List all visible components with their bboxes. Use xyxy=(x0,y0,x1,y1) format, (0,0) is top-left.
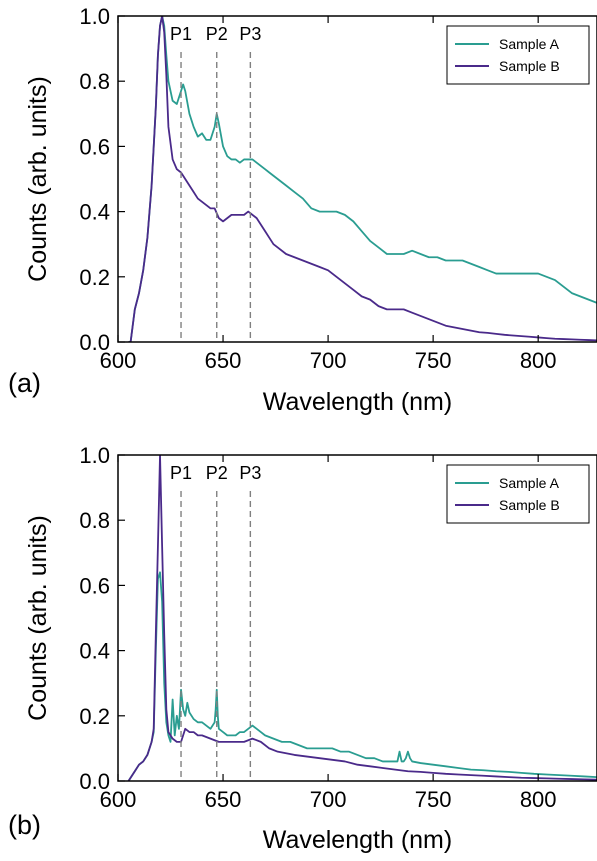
y-axis-label: Counts (arb. units) xyxy=(24,76,52,282)
panel-label: (a) xyxy=(8,368,41,398)
plot-frame xyxy=(117,454,597,782)
panel-label: (b) xyxy=(8,810,41,840)
panel-a: P1 P2 P3 600 650 700 750 800 0.0 0.2 0.4 0.6 0.8 1.0 W… xyxy=(8,4,597,416)
y-tick-label: 0.2 xyxy=(79,265,110,290)
y-tick-label: 1.0 xyxy=(79,4,110,29)
series-line-sample-a xyxy=(128,16,597,342)
series-line-sample-b xyxy=(127,455,597,781)
peak-label-p2: P2 xyxy=(206,463,228,483)
y-tick-label: 0.8 xyxy=(79,69,110,94)
x-tick-label: 600 xyxy=(100,348,137,373)
y-tick-label: 0.8 xyxy=(79,508,110,533)
peak-label-p1: P1 xyxy=(170,24,192,44)
x-tick-label: 700 xyxy=(310,348,347,373)
series-line-sample-a xyxy=(127,571,597,781)
legend-box xyxy=(446,464,590,524)
y-tick-label: 0.2 xyxy=(79,704,110,729)
x-tick-label: 800 xyxy=(520,787,557,812)
y-tick-label: 0.0 xyxy=(79,330,110,355)
x-tick-label: 650 xyxy=(205,787,242,812)
plot-frame xyxy=(117,15,597,343)
panel-b: P1 P2 P3 600 650 700 750 800 0.0 0.2 0.4 0.6 0.8 1.0 W… xyxy=(8,443,597,854)
x-tick-label: 750 xyxy=(415,787,452,812)
x-tick-label: 600 xyxy=(100,787,137,812)
peak-label-p3: P3 xyxy=(239,463,261,483)
x-tick-label: 750 xyxy=(415,348,452,373)
y-tick-label: 1.0 xyxy=(79,443,110,468)
y-tick-label: 0.6 xyxy=(79,573,110,598)
y-tick-label: 0.6 xyxy=(79,134,110,159)
legend-entry: Sample A xyxy=(499,475,560,491)
x-axis-label: Wavelength (nm) xyxy=(263,826,452,854)
series-line-sample-b xyxy=(128,16,597,342)
legend-entry: Sample B xyxy=(499,497,560,513)
peak-label-p2: P2 xyxy=(206,24,228,44)
y-tick-label: 0.0 xyxy=(79,769,110,794)
x-tick-label: 650 xyxy=(205,348,242,373)
x-axis-label: Wavelength (nm) xyxy=(263,388,452,416)
y-tick-label: 0.4 xyxy=(79,639,110,664)
legend: Sample A Sample B xyxy=(446,464,590,524)
peak-label-p3: P3 xyxy=(239,24,261,44)
x-tick-label: 800 xyxy=(520,348,557,373)
legend: Sample A Sample B xyxy=(446,25,590,85)
peak-label-p1: P1 xyxy=(170,463,192,483)
legend-box xyxy=(446,25,590,85)
y-axis-label: Counts (arb. units) xyxy=(24,515,52,721)
legend-entry: Sample B xyxy=(499,58,560,74)
x-tick-label: 700 xyxy=(310,787,347,812)
y-tick-label: 0.4 xyxy=(79,200,110,225)
legend-entry: Sample A xyxy=(499,36,560,52)
